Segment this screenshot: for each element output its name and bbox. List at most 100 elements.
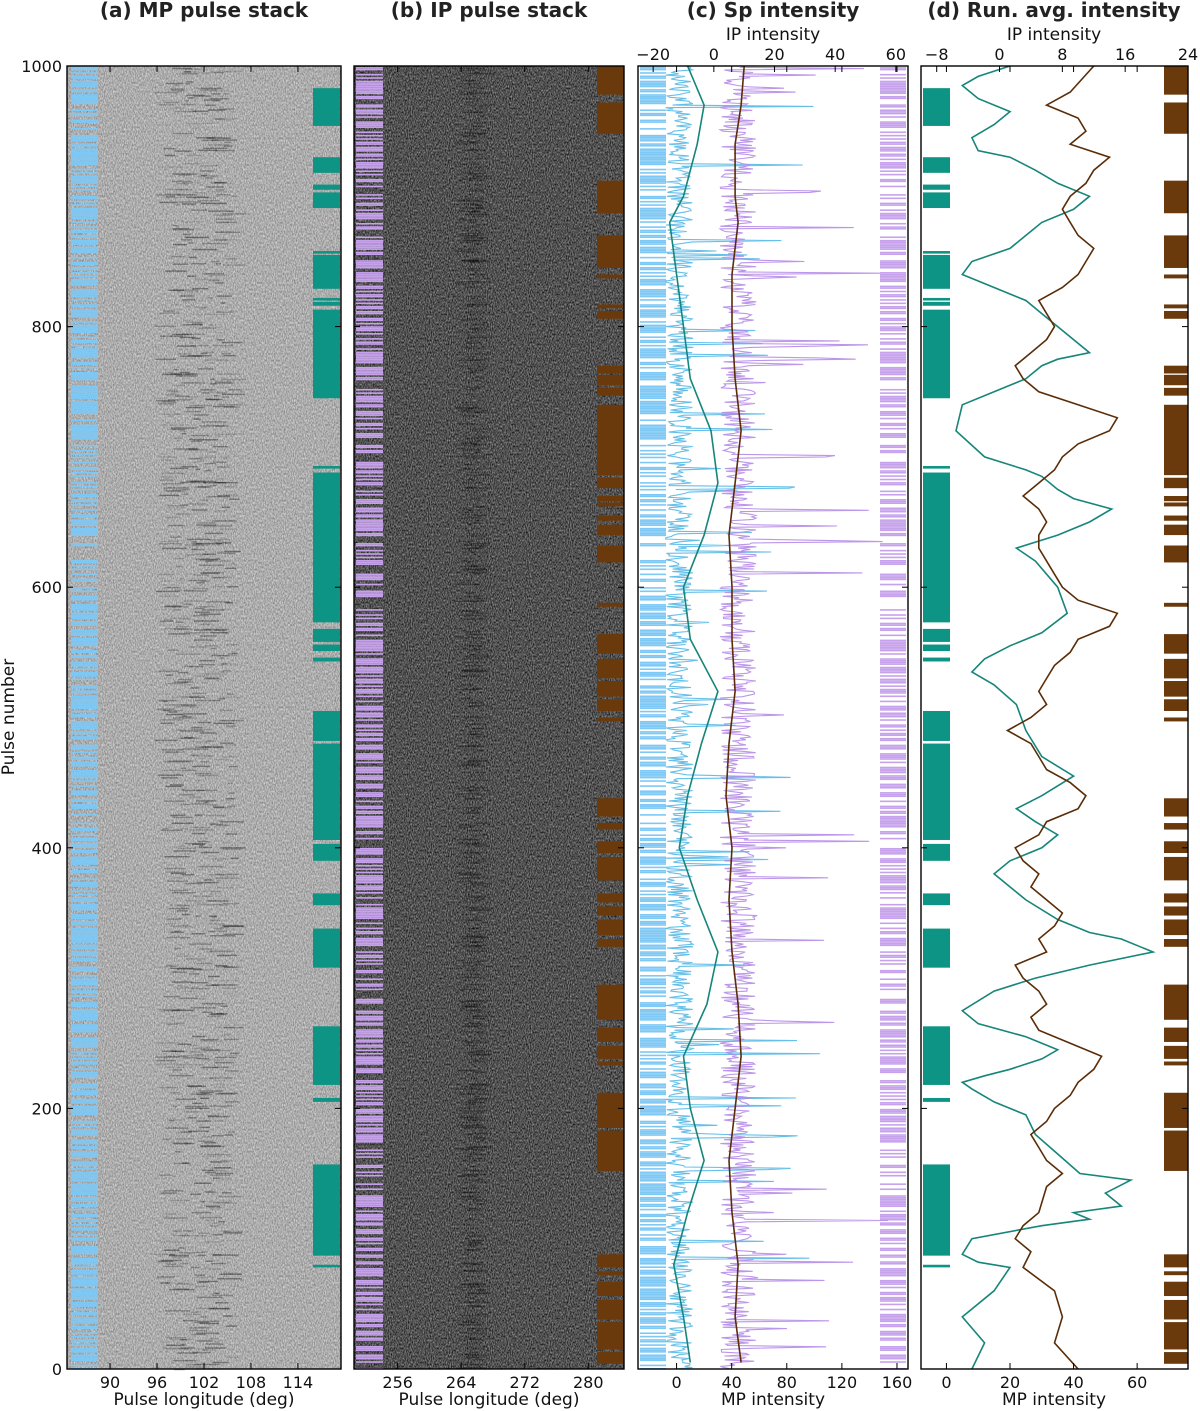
pulse-marker bbox=[71, 532, 98, 535]
mode-band bbox=[313, 1264, 340, 1268]
pulse-marker bbox=[71, 632, 98, 635]
mode-band bbox=[313, 192, 340, 209]
pulse-marker bbox=[640, 1163, 666, 1165]
pulse-marker bbox=[356, 831, 383, 833]
emission-streak bbox=[470, 757, 484, 760]
pulse-marker bbox=[71, 143, 98, 145]
mode-band bbox=[597, 545, 624, 563]
pulse-marker bbox=[71, 587, 98, 589]
emission-streak bbox=[185, 406, 204, 409]
emission-streak bbox=[190, 1007, 217, 1009]
pulse-marker bbox=[356, 466, 383, 469]
mode-band bbox=[597, 856, 624, 881]
emission-streak bbox=[184, 71, 192, 73]
emission-streak bbox=[469, 495, 493, 497]
pulse-marker bbox=[71, 290, 98, 293]
pulse-marker bbox=[356, 646, 383, 648]
pulse-marker bbox=[71, 837, 98, 840]
pulse-marker bbox=[71, 234, 98, 237]
pulse-marker bbox=[880, 576, 906, 579]
emission-streak bbox=[194, 881, 220, 884]
emission-streak bbox=[156, 1276, 175, 1278]
pulse-marker bbox=[71, 1279, 98, 1282]
emission-streak bbox=[223, 1272, 237, 1274]
emission-streak bbox=[473, 1165, 479, 1168]
pulse-marker bbox=[880, 1334, 906, 1336]
emission-streak bbox=[476, 330, 484, 333]
emission-streak bbox=[458, 1324, 482, 1326]
pulse-marker bbox=[71, 400, 98, 403]
pulse-marker bbox=[356, 482, 383, 484]
emission-streak bbox=[471, 137, 491, 139]
pulse-marker bbox=[640, 172, 666, 174]
pulse-marker bbox=[640, 543, 666, 545]
emission-streak bbox=[460, 225, 483, 227]
pulse-marker bbox=[71, 1269, 98, 1272]
emission-streak bbox=[202, 91, 207, 94]
pulse-marker bbox=[640, 1147, 666, 1150]
pulse-marker bbox=[880, 912, 906, 914]
emission-streak bbox=[178, 201, 201, 203]
emission-streak bbox=[165, 682, 186, 685]
emission-streak bbox=[158, 1008, 185, 1011]
pulse-marker bbox=[640, 412, 666, 415]
pulse-marker bbox=[640, 1196, 666, 1199]
pulse-marker bbox=[356, 1183, 383, 1185]
emission-streak bbox=[456, 862, 481, 864]
emission-streak bbox=[199, 564, 225, 566]
emission-streak bbox=[466, 1218, 481, 1221]
emission-streak bbox=[175, 513, 191, 515]
emission-streak bbox=[219, 528, 236, 530]
pulse-marker bbox=[356, 793, 383, 796]
mode-band bbox=[313, 1164, 340, 1256]
emission-streak bbox=[171, 1256, 189, 1258]
pulse-marker bbox=[640, 846, 666, 848]
emission-streak bbox=[221, 341, 244, 344]
pulse-marker bbox=[640, 1005, 666, 1008]
emission-streak bbox=[197, 176, 217, 178]
emission-streak bbox=[226, 602, 233, 604]
emission-streak bbox=[474, 1137, 487, 1139]
emission-streak bbox=[470, 328, 476, 330]
pulse-marker bbox=[71, 1359, 98, 1362]
pulse-marker bbox=[71, 349, 98, 352]
pulse-marker bbox=[640, 1098, 666, 1101]
pulse-marker bbox=[880, 290, 906, 293]
emission-streak bbox=[466, 1292, 492, 1295]
emission-streak bbox=[162, 751, 185, 753]
pulse-marker bbox=[71, 1276, 98, 1279]
emission-streak bbox=[197, 149, 218, 152]
emission-streak bbox=[469, 213, 490, 216]
pulse-marker bbox=[71, 119, 98, 122]
x-tick-label: 108 bbox=[236, 1373, 267, 1392]
mode-band bbox=[1164, 495, 1188, 502]
pulse-marker bbox=[640, 151, 666, 154]
emission-streak bbox=[159, 595, 179, 597]
pulse-marker bbox=[880, 1262, 906, 1265]
pulse-marker bbox=[71, 1332, 98, 1335]
pulse-marker bbox=[71, 246, 98, 249]
pulse-marker bbox=[640, 321, 666, 323]
emission-streak bbox=[171, 981, 193, 983]
pulse-marker bbox=[71, 378, 98, 381]
emission-streak bbox=[199, 425, 225, 427]
pulse-marker bbox=[71, 866, 98, 869]
emission-streak bbox=[222, 925, 245, 927]
pulse-marker bbox=[880, 1041, 906, 1043]
emission-streak bbox=[193, 969, 215, 971]
emission-streak bbox=[466, 516, 480, 519]
pulse-marker bbox=[880, 278, 906, 281]
pulse-marker bbox=[71, 1030, 98, 1033]
emission-streak bbox=[208, 279, 220, 282]
pulse-marker bbox=[356, 714, 383, 716]
pulse-marker bbox=[640, 278, 666, 281]
emission-streak bbox=[173, 84, 180, 86]
pulse-marker bbox=[356, 1318, 383, 1321]
emission-streak bbox=[154, 739, 179, 742]
pulse-marker bbox=[880, 122, 906, 125]
pulse-marker bbox=[640, 1058, 666, 1060]
pulse-marker bbox=[356, 1249, 383, 1252]
emission-streak bbox=[465, 303, 489, 306]
pulse-marker bbox=[640, 395, 666, 398]
emission-streak bbox=[169, 1254, 189, 1257]
